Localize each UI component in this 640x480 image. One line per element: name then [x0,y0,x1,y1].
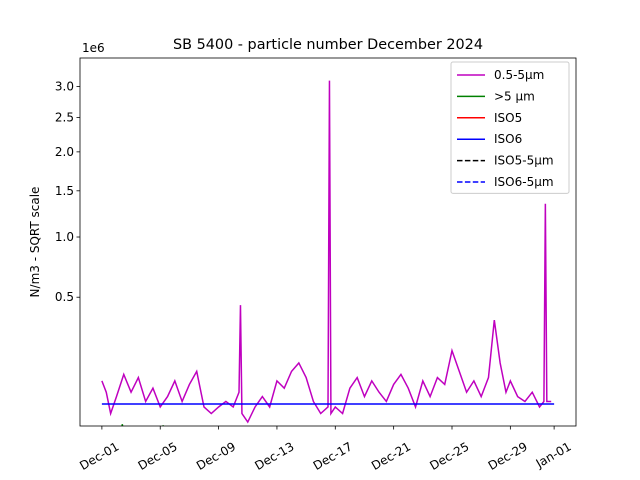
axes-frame [79,57,577,427]
plot-area [101,80,555,426]
legend-box [450,61,570,194]
y-tick-label: 1.5 [55,184,74,198]
y-axis-label: N/m3 - SQRT scale [28,187,42,298]
y-tick-label: 3.0 [55,80,74,94]
chart-title: SB 5400 - particle number December 2024 [173,37,483,53]
offset-label: 1e6 [82,41,105,55]
legend-label: ISO6-5µm [494,175,554,189]
y-tick-label: 1.0 [55,230,74,244]
legend-label: ISO5 [494,111,522,125]
legend-label: ISO6 [494,132,522,146]
legend-label: 0.5-5µm [494,68,544,82]
y-tick-label: 2.0 [55,145,74,159]
y-tick-label: 0.5 [55,290,74,304]
series-line [101,80,552,424]
legend-label: ISO5-5µm [494,154,554,168]
legend-label: >5 µm [494,89,535,103]
y-tick-label: 2.5 [55,111,74,125]
